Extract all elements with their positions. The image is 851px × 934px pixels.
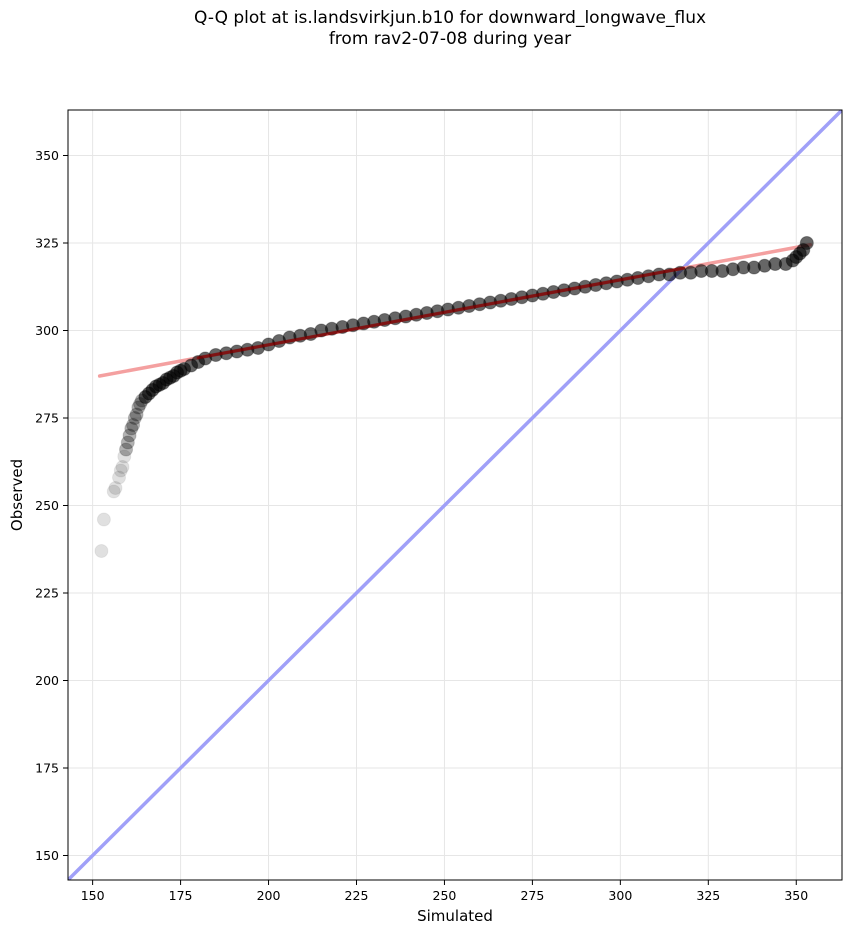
quantile-point-0 (94, 544, 109, 558)
y-tick-label-350: 350 (35, 148, 59, 163)
x-tick-label-300: 300 (608, 888, 632, 903)
quantile-point-4 (112, 470, 127, 485)
quantile-point-8 (119, 442, 134, 457)
x-axis-label: Simulated (417, 907, 493, 925)
chart-title: Q-Q plot at is.landsvirkjun.b10 for down… (0, 8, 851, 50)
quantile-point-92 (799, 236, 814, 250)
y-tick-label-150: 150 (35, 848, 59, 863)
chart-title-line-1: Q-Q plot at is.landsvirkjun.b10 for down… (193, 8, 707, 28)
ticks: 150 175 200 225 250 275 300 325 350 150 175 200 225 2… (35, 148, 808, 903)
quantile-point-11 (124, 421, 139, 436)
x-tick-label-350: 350 (784, 888, 808, 903)
quantile-point-10 (122, 428, 137, 443)
quantile-point-2 (106, 484, 121, 499)
y-tick-label-225: 225 (35, 586, 59, 601)
x-tick-label-200: 200 (257, 888, 281, 903)
quantile-point-3 (108, 481, 123, 495)
quantile-point-7 (117, 449, 132, 464)
y-tick-label-175: 175 (35, 761, 59, 776)
quantile-point-13 (127, 411, 142, 425)
x-tick-label-250: 250 (433, 888, 457, 903)
y-tick-label-200: 200 (35, 673, 59, 688)
y-tick-label-250: 250 (35, 498, 59, 513)
y-tick-label-325: 325 (35, 236, 59, 251)
marks (68, 110, 842, 880)
quantile-point-6 (115, 460, 130, 474)
quantile-point-14 (129, 407, 144, 422)
x-tick-label-325: 325 (696, 888, 720, 903)
quantile-point-1 (96, 512, 111, 527)
x-tick-label-175: 175 (169, 888, 193, 903)
y-tick-label-275: 275 (35, 411, 59, 426)
quantile-point-9 (120, 435, 135, 450)
x-tick-label-225: 225 (345, 888, 369, 903)
quantile-point-15 (131, 400, 146, 415)
x-tick-label-150: 150 (81, 888, 105, 903)
y-tick-label-300: 300 (35, 323, 59, 338)
y-axis-label: Observed (8, 459, 26, 531)
fit-line-overlap (196, 266, 686, 360)
chart-title-line-2: from rav2-07-08 during year (328, 29, 572, 49)
quantile-point-5 (113, 463, 128, 478)
identity-line (68, 110, 842, 880)
grid (68, 110, 842, 880)
x-tick-label-275: 275 (520, 888, 544, 903)
quantile-point-12 (126, 418, 141, 432)
plot-frame (67, 109, 843, 881)
